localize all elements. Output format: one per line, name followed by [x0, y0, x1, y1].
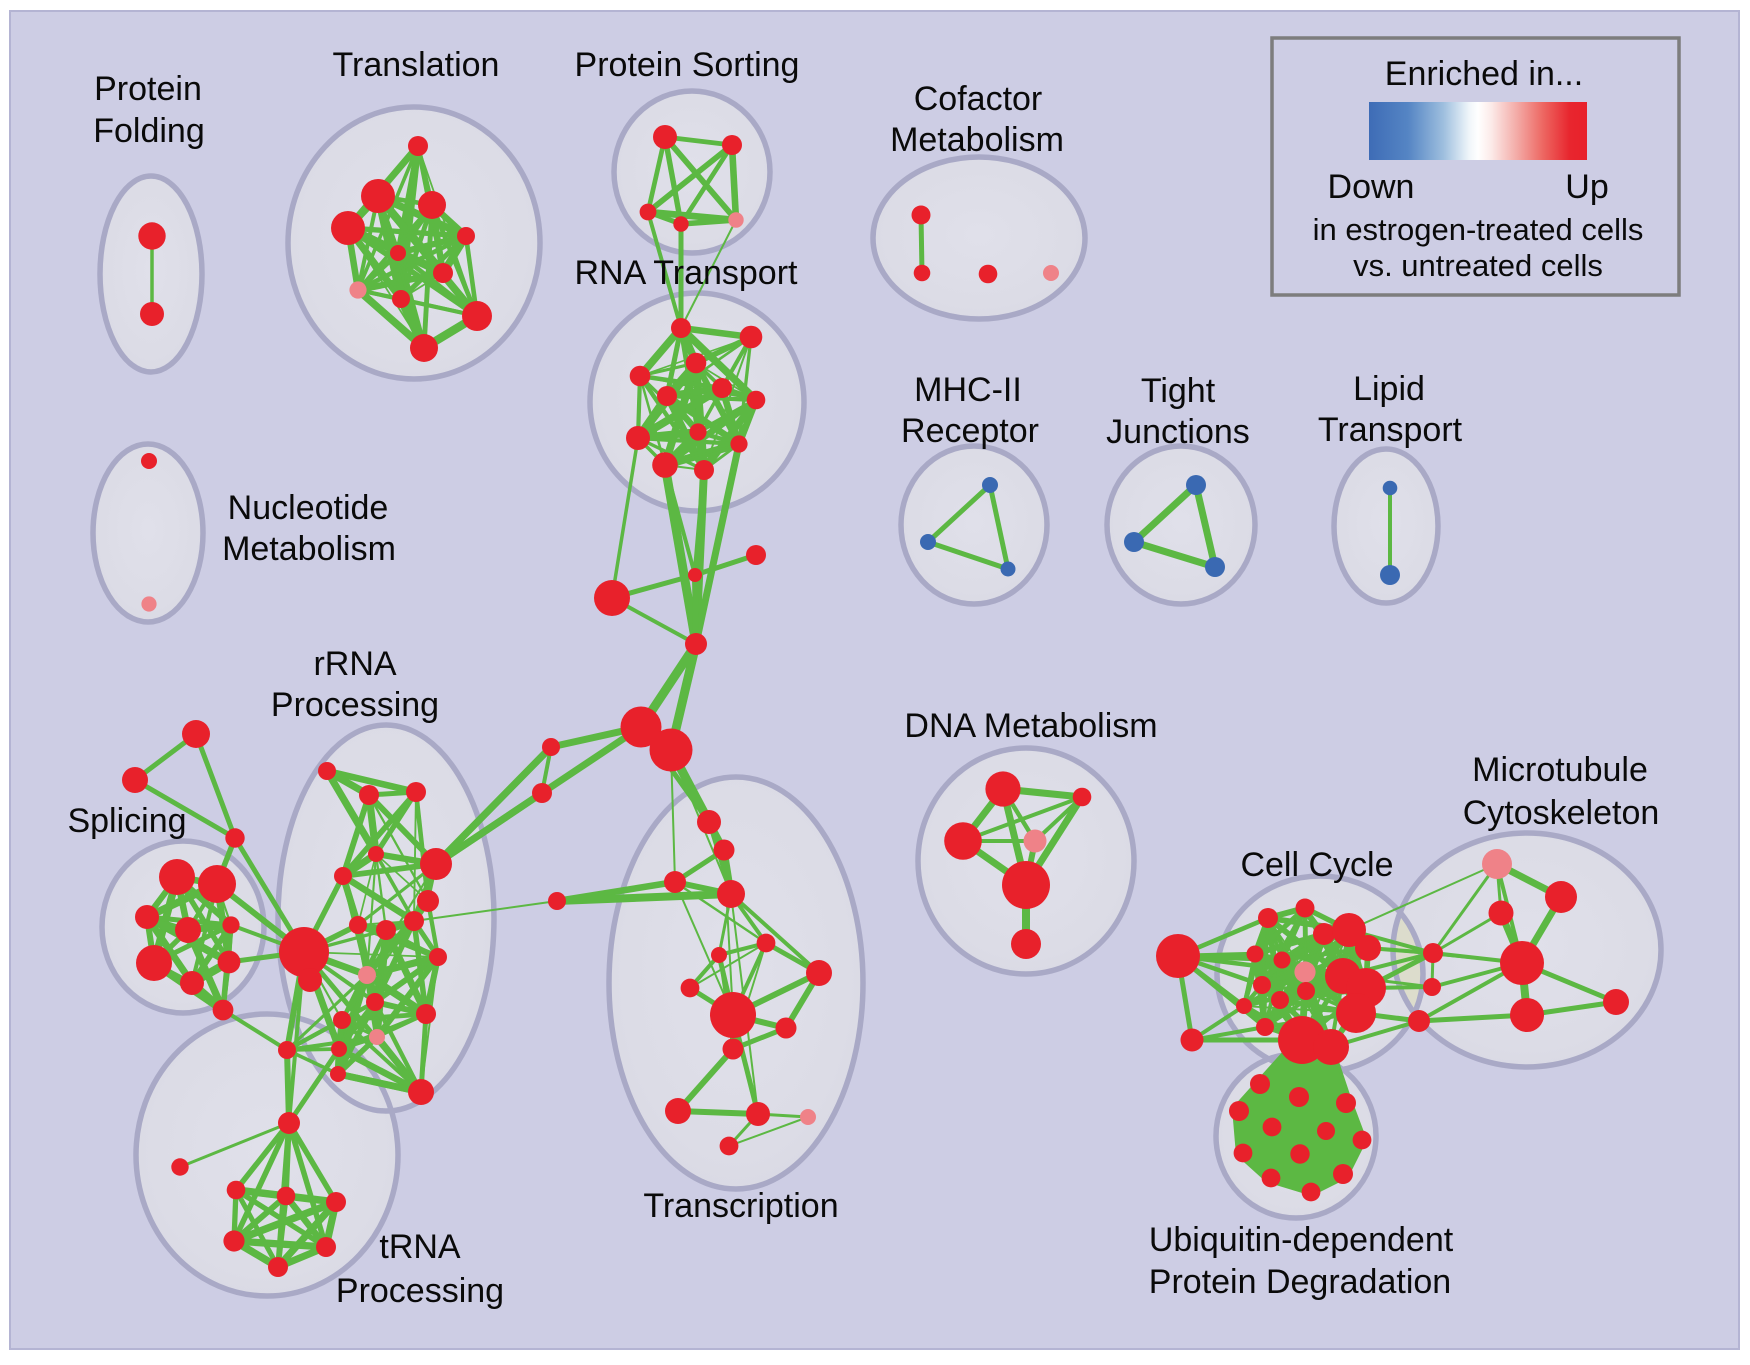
svg-text:Ubiquitin-dependent: Ubiquitin-dependent — [1149, 1221, 1454, 1259]
svg-text:Down: Down — [1328, 168, 1415, 206]
svg-text:tRNA: tRNA — [379, 1228, 461, 1266]
svg-text:Metabolism: Metabolism — [222, 530, 396, 568]
svg-text:Processing: Processing — [271, 686, 439, 724]
svg-text:Transcription: Transcription — [643, 1187, 838, 1225]
svg-text:RNA Transport: RNA Transport — [575, 254, 799, 292]
svg-text:DNA Metabolism: DNA Metabolism — [904, 707, 1157, 745]
svg-text:Metabolism: Metabolism — [890, 121, 1064, 159]
svg-text:vs. untreated cells: vs. untreated cells — [1353, 248, 1603, 283]
svg-text:Microtubule: Microtubule — [1472, 751, 1648, 789]
svg-text:Protein Sorting: Protein Sorting — [575, 46, 800, 84]
svg-text:Translation: Translation — [333, 46, 500, 84]
svg-text:Tight: Tight — [1141, 372, 1216, 410]
svg-text:Folding: Folding — [93, 112, 205, 150]
svg-text:Receptor: Receptor — [901, 412, 1039, 450]
svg-text:Junctions: Junctions — [1106, 413, 1250, 451]
svg-text:Lipid: Lipid — [1353, 370, 1425, 408]
svg-text:in estrogen-treated cells: in estrogen-treated cells — [1313, 212, 1644, 247]
svg-text:MHC-II: MHC-II — [914, 371, 1022, 409]
svg-text:Transport: Transport — [1318, 411, 1463, 449]
svg-text:Splicing: Splicing — [67, 802, 186, 840]
svg-text:Cell Cycle: Cell Cycle — [1240, 846, 1393, 884]
svg-text:Cofactor: Cofactor — [914, 80, 1043, 118]
svg-text:Cytoskeleton: Cytoskeleton — [1463, 794, 1660, 832]
svg-text:Nucleotide: Nucleotide — [228, 489, 389, 527]
svg-text:Protein: Protein — [94, 70, 202, 108]
svg-text:Up: Up — [1565, 168, 1608, 206]
svg-text:Enriched in...: Enriched in... — [1385, 55, 1583, 93]
svg-text:rRNA: rRNA — [313, 645, 396, 683]
svg-text:Processing: Processing — [336, 1272, 504, 1310]
svg-text:Protein Degradation: Protein Degradation — [1149, 1263, 1451, 1301]
